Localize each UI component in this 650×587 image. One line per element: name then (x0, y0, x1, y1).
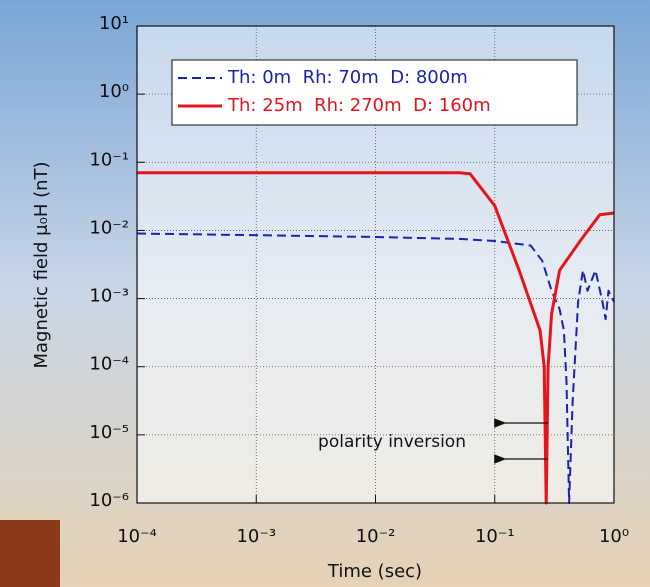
y-tick-label: 10⁻¹ (89, 149, 129, 170)
x-tick-label: 10⁰ (599, 526, 629, 547)
x-tick-label: 10⁻⁴ (117, 526, 157, 547)
plot-border (136, 25, 615, 504)
y-tick-label: 10⁰ (99, 81, 129, 102)
y-tick-label: 10⁻⁴ (89, 354, 129, 375)
y-tick-label: 10¹ (99, 13, 129, 34)
background-block (0, 520, 60, 587)
x-tick-label: 10⁻³ (236, 526, 276, 547)
y-tick-label: 10⁻³ (89, 286, 129, 307)
y-tick-label: 10⁻⁶ (89, 490, 129, 511)
legend-label: Th: 0m Rh: 70m D: 800m (227, 67, 468, 88)
x-axis-label: Time (sec) (327, 561, 422, 582)
legend-label: Th: 25m Rh: 270m D: 160m (227, 95, 491, 116)
legend (171, 59, 578, 126)
x-tick-label: 10⁻¹ (475, 526, 515, 547)
x-tick-label: 10⁻² (356, 526, 396, 547)
y-tick-label: 10⁻⁵ (89, 422, 129, 443)
series-line (136, 232, 615, 504)
y-tick-label: 10⁻² (89, 217, 129, 238)
series-line (137, 171, 615, 505)
y-axis-label: Magnetic field μ₀H (nT) (31, 161, 52, 368)
annotation: polarity inversion (318, 432, 466, 452)
